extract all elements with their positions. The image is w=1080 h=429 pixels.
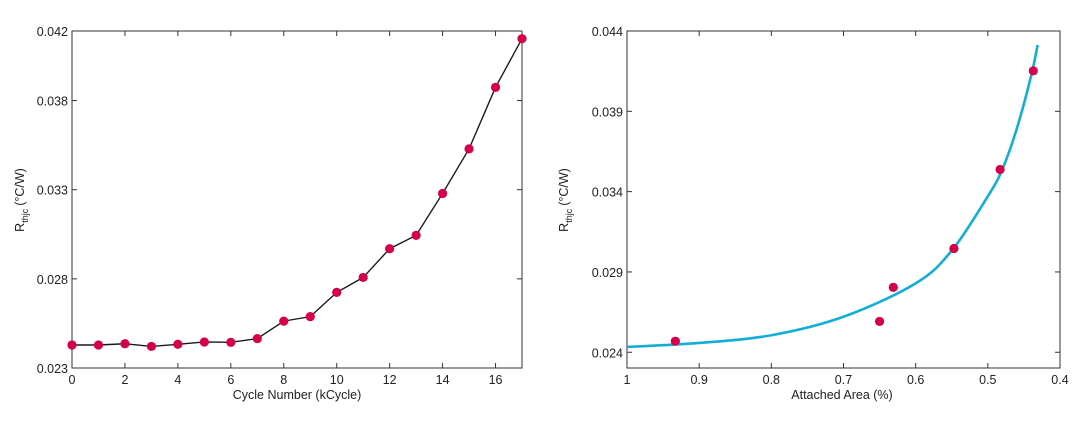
x-tick-label: 0.9 xyxy=(690,373,707,387)
data-point xyxy=(385,244,395,254)
data-point xyxy=(67,340,77,350)
x-tick-label: 16 xyxy=(489,373,503,387)
data-point xyxy=(252,333,262,344)
data-point xyxy=(464,144,474,154)
x-tick-label: 12 xyxy=(383,373,397,387)
x-tick-label: 0.4 xyxy=(1051,373,1068,387)
x-axis-label: Attached Area (%) xyxy=(791,388,892,402)
x-tick-label: 0 xyxy=(69,373,76,387)
y-tick-label: 0.042 xyxy=(37,25,68,39)
data-line xyxy=(72,38,523,348)
plot-frame xyxy=(71,30,523,369)
data-point xyxy=(670,336,680,346)
data-point xyxy=(226,337,236,347)
x-axis-label: Cycle Number (kCycle) xyxy=(233,388,362,402)
data-point xyxy=(305,312,315,322)
data-point xyxy=(411,230,421,240)
data-point xyxy=(874,316,885,327)
x-tick-label: 8 xyxy=(280,373,287,387)
data-point xyxy=(173,339,183,349)
fit-curve xyxy=(626,44,1039,349)
x-tick-label: 0.6 xyxy=(907,373,924,387)
y-tick-label: 0.024 xyxy=(592,346,623,360)
data-point xyxy=(199,337,209,347)
data-point xyxy=(888,282,898,292)
y-tick-label: 0.028 xyxy=(37,273,68,287)
data-point xyxy=(995,164,1005,175)
y-tick-label: 0.023 xyxy=(37,362,68,376)
data-point xyxy=(279,316,289,326)
data-point xyxy=(146,341,157,352)
data-point xyxy=(437,188,448,199)
chart-cycle-number: Cycle Number (kCycle) Rthjc(°C/W) 0 2 4 6 8 1… xyxy=(13,25,527,402)
data-point xyxy=(332,287,342,297)
y-tick-label: 0.039 xyxy=(592,105,623,119)
x-tick-label: 0.7 xyxy=(835,373,852,387)
y-axis-label: Rthjc(°C/W) xyxy=(13,168,30,232)
data-point xyxy=(1028,66,1038,76)
y-tick-label: 0.044 xyxy=(592,25,623,39)
y-tick-label: 0.034 xyxy=(592,186,623,200)
x-tick-label: 2 xyxy=(121,373,128,387)
y-axis-label: Rthjc(°C/W) xyxy=(557,168,574,232)
data-point xyxy=(358,272,368,283)
x-tick-label: 14 xyxy=(436,373,450,387)
x-tick-label: 0.5 xyxy=(979,373,996,387)
y-tick-label: 0.029 xyxy=(592,266,623,280)
x-tick-label: 4 xyxy=(174,373,181,387)
x-tick-label: 10 xyxy=(330,373,344,387)
data-point xyxy=(120,339,130,349)
y-tick-label: 0.038 xyxy=(37,95,68,109)
y-tick-label: 0.033 xyxy=(37,184,68,198)
data-point xyxy=(93,340,104,350)
data-point xyxy=(517,34,527,44)
x-tick-label: 1 xyxy=(624,373,631,387)
x-tick-label: 6 xyxy=(227,373,234,387)
x-tick-label: 0.8 xyxy=(763,373,780,387)
chart-attached-area: Attached Area (%) Rthjc(°C/W) 1 0.9 0.8 0.7… xyxy=(557,25,1069,402)
data-point xyxy=(949,243,959,254)
data-point xyxy=(490,82,501,92)
